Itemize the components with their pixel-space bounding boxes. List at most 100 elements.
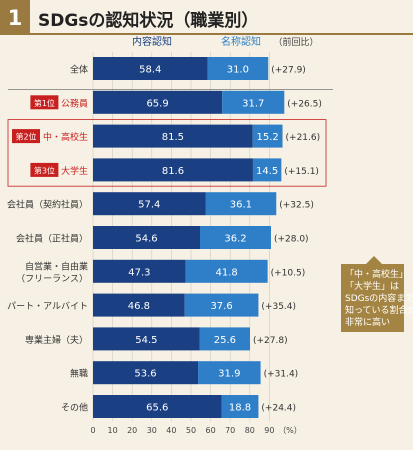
diff-label: (+32.5) bbox=[279, 201, 314, 211]
diff-label: (+35.4) bbox=[261, 302, 296, 312]
x-tick-label: 90 bbox=[264, 426, 274, 435]
data-label-series2: 31.0 bbox=[227, 65, 249, 76]
bar-series1 bbox=[93, 90, 223, 114]
category-label: 中・高校生 bbox=[43, 131, 88, 143]
header-divider bbox=[30, 33, 413, 35]
category-label: パート・アルバイト bbox=[7, 301, 88, 312]
callout-arrow bbox=[366, 256, 382, 264]
bar-series1 bbox=[93, 361, 199, 385]
bar-series2 bbox=[221, 395, 259, 418]
bar-series1 bbox=[93, 124, 253, 148]
diff-label: (+24.4) bbox=[261, 404, 296, 414]
header: 1 SDGsの認知状況（職業別） bbox=[0, 0, 413, 35]
legend-series2-label: 名称認知 bbox=[221, 35, 261, 48]
bar-series1 bbox=[93, 158, 253, 182]
rank-badge bbox=[12, 129, 40, 144]
data-label-series2: 18.8 bbox=[229, 403, 251, 414]
data-label-series2: 25.6 bbox=[214, 335, 236, 346]
x-tick-label: 20 bbox=[127, 426, 137, 435]
x-tick-label: 50 bbox=[186, 426, 196, 435]
callout-line: 知っている割合が bbox=[345, 306, 413, 316]
data-label-series2: 14.5 bbox=[256, 166, 278, 177]
data-label-series1: 65.9 bbox=[146, 98, 168, 109]
legend-diff-label: （前回比） bbox=[273, 36, 318, 48]
x-tick-label: 0 bbox=[90, 426, 95, 435]
legend-series1-label: 内容認知 bbox=[132, 35, 172, 48]
bar-series2 bbox=[199, 327, 250, 351]
bar-series2 bbox=[207, 57, 269, 80]
bar-series2 bbox=[200, 226, 271, 249]
data-label-series2: 15.2 bbox=[257, 132, 279, 143]
category-label: 専業主婦（夫） bbox=[25, 334, 88, 346]
highlight-frame bbox=[7, 119, 327, 187]
diff-label: (+31.4) bbox=[264, 370, 299, 380]
diff-label: (+27.9) bbox=[271, 66, 306, 76]
diff-label: (+10.5) bbox=[271, 268, 306, 278]
x-tick-label: 70 bbox=[225, 426, 235, 435]
diff-label: (+28.0) bbox=[274, 235, 309, 245]
bar-series1 bbox=[93, 57, 208, 80]
plot-area: 0 10 20 30 40 50 60 70 80 90 （%） 58.4 31.0 (+27.9) 全体 6… bbox=[7, 52, 333, 435]
category-label: 会社員（正社員） bbox=[16, 233, 88, 245]
bar-series1 bbox=[93, 226, 201, 249]
data-label-series1: 54.5 bbox=[135, 335, 157, 346]
data-label-series2: 36.2 bbox=[224, 234, 246, 245]
diff-label: (+26.5) bbox=[287, 99, 322, 109]
category-label: 会社員（契約社員） bbox=[7, 199, 88, 211]
category-label: 全体 bbox=[70, 64, 88, 76]
x-tick-label: 30 bbox=[147, 426, 157, 435]
category-label: （フリーランス） bbox=[16, 273, 88, 284]
callout-line: SDGsの内容まで bbox=[345, 294, 413, 304]
diff-label: (+27.8) bbox=[253, 336, 288, 346]
rank-badge-label: 第3位 bbox=[34, 165, 55, 175]
category-label: その他 bbox=[61, 402, 88, 414]
callout-line: 非常に高い bbox=[345, 318, 391, 328]
diff-label: (+15.1) bbox=[284, 167, 319, 177]
callout-line: 「大学生」は bbox=[345, 282, 400, 292]
diff-label: (+21.6) bbox=[286, 133, 321, 143]
x-tick-label: 10 bbox=[108, 426, 118, 435]
data-label-series1: 65.6 bbox=[146, 403, 168, 414]
rank-badge bbox=[30, 162, 59, 177]
x-tick-label: 80 bbox=[245, 426, 255, 435]
data-label-series1: 81.6 bbox=[162, 166, 184, 177]
category-label: 無職 bbox=[70, 368, 88, 380]
data-label-series1: 54.6 bbox=[135, 234, 157, 245]
bar-series2 bbox=[252, 124, 283, 148]
bar-series2 bbox=[205, 192, 277, 216]
bar-series1 bbox=[93, 327, 200, 351]
x-axis-unit: （%） bbox=[278, 426, 302, 435]
data-label-series1: 58.4 bbox=[139, 65, 161, 76]
rank-badge-label: 第2位 bbox=[15, 132, 36, 142]
data-label-series2: 31.7 bbox=[242, 98, 264, 109]
bar-series1 bbox=[93, 293, 185, 317]
data-label-series2: 41.8 bbox=[216, 267, 238, 278]
rank-badge-label: 第1位 bbox=[34, 98, 55, 108]
data-label-series2: 37.6 bbox=[210, 301, 232, 312]
data-label-series2: 31.9 bbox=[218, 369, 240, 380]
callout-box: 「中・高校生」 「大学生」は SDGsの内容まで 知っている割合が 非常に高い bbox=[341, 264, 413, 332]
data-label-series1: 81.5 bbox=[162, 132, 184, 143]
bar-series2 bbox=[184, 293, 259, 317]
data-label-series1: 47.3 bbox=[128, 267, 150, 278]
category-label: 大学生 bbox=[61, 165, 88, 177]
page-title: SDGsの認知状況（職業別） bbox=[38, 11, 259, 31]
data-label-series1: 57.4 bbox=[138, 200, 160, 211]
category-label: 自営業・自由業 bbox=[25, 260, 88, 272]
callout-line: 「中・高校生」 bbox=[345, 270, 409, 280]
x-tick-label: 40 bbox=[166, 426, 176, 435]
rank-badge bbox=[30, 95, 59, 110]
x-tick-label: 60 bbox=[206, 426, 216, 435]
data-label-series1: 53.6 bbox=[134, 369, 156, 380]
bar-series2 bbox=[252, 158, 282, 182]
bar-series1 bbox=[93, 259, 186, 283]
bar-series2 bbox=[198, 361, 261, 385]
bar-series2 bbox=[222, 90, 285, 114]
bar-series1 bbox=[93, 395, 222, 418]
section-number-badge: 1 bbox=[0, 0, 30, 35]
data-label-series1: 46.8 bbox=[128, 301, 150, 312]
bar-series1 bbox=[93, 192, 206, 216]
bar-series2 bbox=[185, 259, 268, 283]
data-label-series2: 36.1 bbox=[230, 200, 252, 211]
